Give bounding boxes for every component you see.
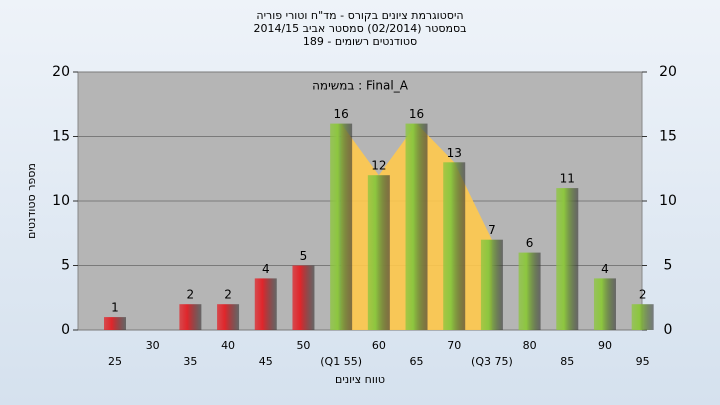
bar	[179, 304, 202, 330]
x-tick-label: 40	[221, 339, 235, 352]
y2-tick-label: 20	[659, 64, 677, 80]
bar	[104, 317, 126, 330]
bar	[254, 278, 277, 330]
value-label: 7	[488, 223, 496, 237]
bar	[443, 162, 466, 330]
value-label: 6	[526, 236, 534, 250]
value-label: 4	[262, 262, 270, 276]
value-label: 11	[560, 172, 575, 186]
value-label: 16	[334, 107, 349, 121]
bar	[556, 188, 579, 330]
y2-tick-label: 5	[664, 258, 673, 274]
y-tick-label: 20	[52, 64, 70, 80]
value-label: 5	[300, 249, 308, 263]
y2-tick-label: 0	[664, 322, 673, 338]
value-label: 2	[639, 288, 647, 302]
value-label: 4	[601, 262, 609, 276]
x-tick-label: 65	[410, 355, 424, 368]
x-tick-label: (Q3 75)	[471, 355, 513, 368]
x-tick-label: (Q1 55)	[320, 355, 362, 368]
x-tick-label: 95	[636, 355, 650, 368]
bar	[405, 123, 428, 330]
x-tick-label: 70	[447, 339, 461, 352]
annotation: במשימה : Final_A	[312, 79, 409, 93]
y-tick-label: 0	[61, 322, 70, 338]
value-label: 2	[224, 288, 232, 302]
chart-subtitle: סטודנטים רשומים - 189	[303, 35, 417, 48]
x-tick-label: 60	[372, 339, 386, 352]
bar	[367, 175, 390, 330]
x-tick-label: 85	[560, 355, 574, 368]
x-axis-label: טווח ציונים	[335, 373, 385, 386]
bar	[217, 304, 240, 330]
chart-subtitle: בסמסטר (02/2014) סמסטר אביב 2014/15	[253, 22, 466, 35]
x-tick-label: 80	[523, 339, 537, 352]
y-tick-label: 15	[52, 129, 70, 145]
bar	[480, 239, 503, 330]
x-tick-label: 25	[108, 355, 122, 368]
bar	[292, 265, 315, 330]
bar	[631, 304, 654, 330]
x-tick-label: 50	[296, 339, 310, 352]
y2-tick-label: 10	[659, 193, 677, 209]
x-tick-label: 35	[183, 355, 197, 368]
x-tick-label: 45	[259, 355, 273, 368]
value-label: 1	[111, 301, 119, 315]
x-tick-label: 30	[146, 339, 160, 352]
bar	[330, 123, 353, 330]
x-tick-label: 90	[598, 339, 612, 352]
y-tick-label: 10	[52, 193, 70, 209]
value-label: 13	[447, 146, 462, 160]
y2-tick-label: 15	[659, 129, 677, 145]
chart-title: היסטוגרמת ציונים בקורס - מד"ח וטורי פורי…	[256, 9, 463, 22]
value-label: 2	[187, 288, 195, 302]
bar	[593, 278, 616, 330]
y-tick-label: 5	[61, 258, 70, 274]
value-label: 16	[409, 107, 424, 121]
value-label: 12	[371, 159, 386, 173]
y-axis-label: מספר סטודנטים	[25, 163, 38, 239]
bar	[518, 252, 541, 330]
